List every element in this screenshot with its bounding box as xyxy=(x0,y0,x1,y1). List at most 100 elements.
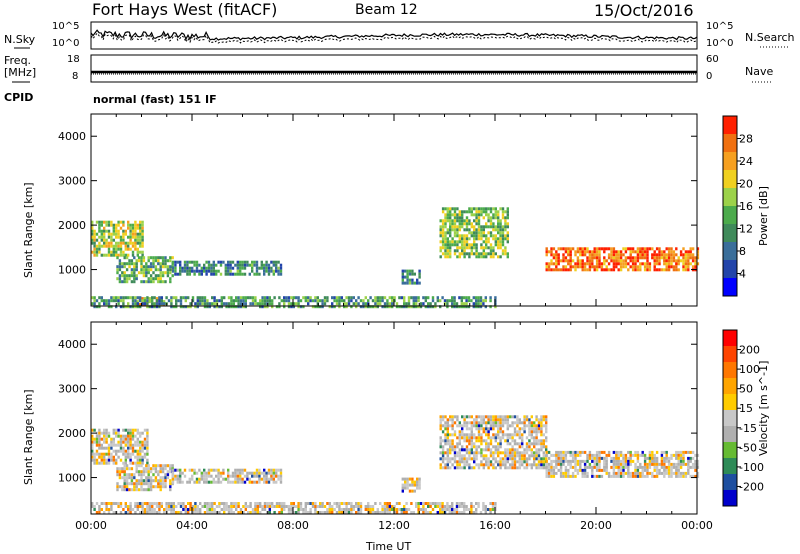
velocity-cell xyxy=(530,427,533,431)
velocity-cell xyxy=(501,436,505,440)
velocity-cell xyxy=(487,445,490,449)
velocity-cell xyxy=(98,428,101,432)
power-cell xyxy=(174,266,177,270)
velocity-cell xyxy=(121,485,124,489)
power-cell xyxy=(142,265,146,269)
power-cell xyxy=(641,262,644,266)
velocity-cell xyxy=(272,471,275,475)
velocity-cell xyxy=(696,465,700,469)
velocity-cell xyxy=(188,468,191,472)
power-cell xyxy=(239,263,242,267)
velocity-cell xyxy=(134,443,137,447)
power-cell xyxy=(617,268,620,272)
power-cell xyxy=(117,253,120,257)
power-cell xyxy=(251,299,255,303)
power-cell xyxy=(183,263,187,267)
power-cell xyxy=(134,226,137,230)
velocity-cell xyxy=(107,502,111,505)
velocity-cell xyxy=(571,474,575,478)
velocity-cell xyxy=(283,502,286,505)
velocity-cell xyxy=(480,427,483,431)
freq-panel xyxy=(90,54,698,83)
power-cell xyxy=(489,255,493,259)
velocity-cell xyxy=(268,502,271,505)
velocity-cell xyxy=(145,482,148,486)
power-cell xyxy=(444,240,447,244)
power-cell xyxy=(475,219,478,223)
power-cell xyxy=(689,253,692,257)
velocity-cell xyxy=(605,459,608,463)
velocity-cell xyxy=(137,470,141,474)
velocity-cell xyxy=(141,455,144,459)
power-cell xyxy=(112,223,115,227)
velocity-cell xyxy=(405,502,408,505)
power-cell xyxy=(374,299,377,303)
power-cell xyxy=(696,262,700,266)
colorbar-segment xyxy=(723,152,737,171)
velocity-cell xyxy=(154,464,158,468)
power-cell xyxy=(131,305,135,309)
velocity-cell xyxy=(485,430,488,434)
power-cell xyxy=(591,262,594,266)
velocity-cell xyxy=(229,480,232,484)
power-cell xyxy=(408,281,412,285)
power-cell xyxy=(455,305,459,309)
power-cell xyxy=(309,299,312,303)
velocity-cell xyxy=(468,466,471,470)
power-cell xyxy=(579,259,582,263)
power-cell xyxy=(239,302,243,306)
velocity-cell xyxy=(116,488,119,492)
velocity-cell xyxy=(183,474,187,478)
velocity-cell xyxy=(388,505,391,508)
power-cell xyxy=(255,269,259,273)
velocity-cell xyxy=(260,477,263,481)
power-cell xyxy=(501,228,505,232)
velocity-cell xyxy=(179,471,182,475)
velocity-cell xyxy=(383,505,387,508)
power-cell xyxy=(217,260,220,264)
velocity-cell xyxy=(166,464,170,468)
velocity-cell xyxy=(148,511,151,514)
power-cell xyxy=(251,269,254,273)
velocity-cell xyxy=(595,450,599,454)
power-cell xyxy=(135,268,138,272)
velocity-cell xyxy=(485,442,488,446)
power-cell xyxy=(576,259,580,263)
velocity-cell xyxy=(453,511,456,514)
power-cell xyxy=(381,296,384,300)
power-cell xyxy=(215,299,219,303)
power-cell xyxy=(130,280,134,284)
velocity-cell xyxy=(439,466,442,470)
velocity-cell xyxy=(622,465,625,469)
power-cell xyxy=(362,299,365,303)
velocity-cell xyxy=(446,454,449,458)
power-cell xyxy=(473,219,476,223)
power-cell xyxy=(456,228,459,232)
velocity-cell xyxy=(91,434,94,438)
velocity-cell xyxy=(93,452,96,456)
velocity-cell xyxy=(210,480,213,484)
power-cell xyxy=(497,237,500,241)
velocity-cell xyxy=(451,508,454,511)
power-cell xyxy=(151,296,154,300)
velocity-cell xyxy=(612,450,616,454)
velocity-cell xyxy=(193,468,196,472)
power-cell xyxy=(134,232,137,236)
velocity-cell xyxy=(651,459,654,463)
power-cell xyxy=(682,259,685,263)
power-cell xyxy=(103,229,106,233)
velocity-cell xyxy=(159,476,162,480)
velocity-cell xyxy=(523,424,526,428)
velocity-cell xyxy=(105,434,108,438)
velocity-cell xyxy=(641,465,644,469)
power-cell xyxy=(311,299,315,303)
velocity-cell xyxy=(407,508,411,511)
power-cell xyxy=(475,213,478,217)
power-cell xyxy=(583,253,587,257)
velocity-cell xyxy=(588,450,592,454)
velocity-cell xyxy=(653,453,656,457)
velocity-cell xyxy=(129,452,132,456)
velocity-cell xyxy=(665,459,668,463)
velocity-cell xyxy=(270,477,273,481)
power-cell xyxy=(417,305,420,309)
